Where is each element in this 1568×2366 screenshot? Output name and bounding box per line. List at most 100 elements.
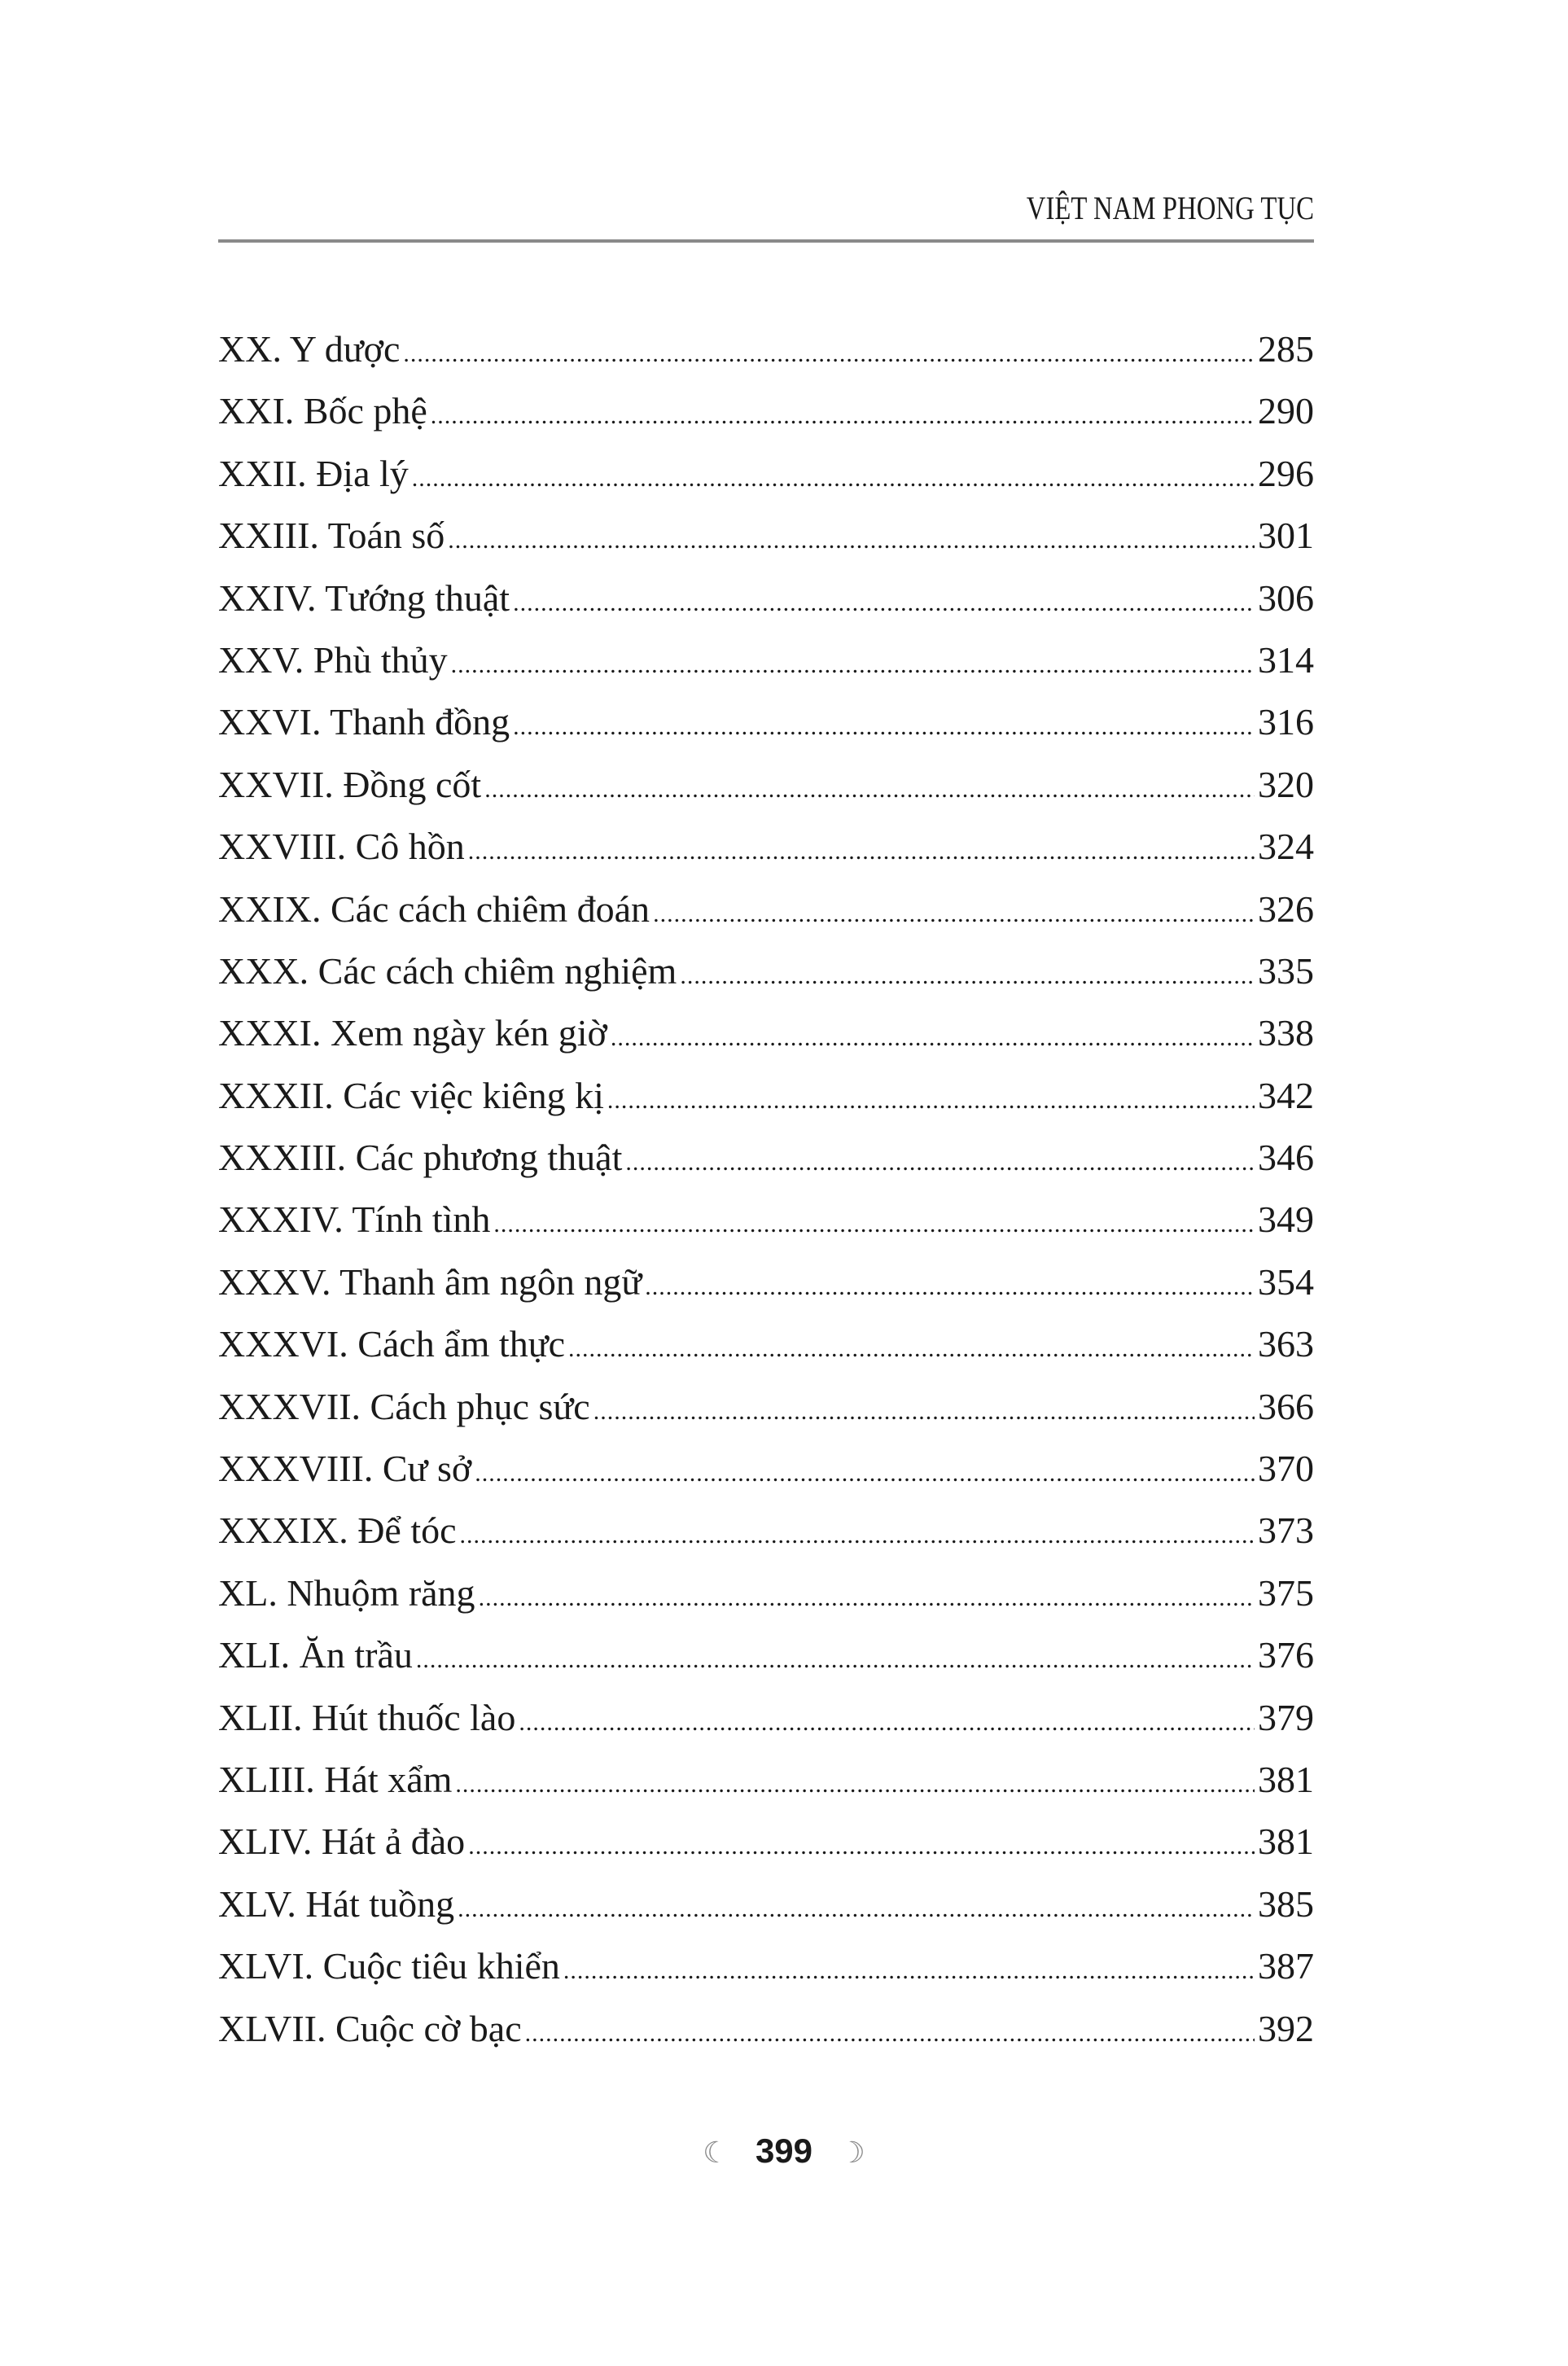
dot-leader (607, 1087, 1255, 1115)
toc-entry: XXXVIII. Cư sở 370 (218, 1447, 1314, 1509)
toc-entry-title: XX. Y dược (218, 328, 401, 370)
dot-leader (513, 589, 1255, 617)
toc-entry-title: XXXV. Thanh âm ngôn ngữ (218, 1260, 642, 1303)
toc-entry: XXXIII. Các phương thuật 346 (218, 1136, 1314, 1198)
toc-entry-page: 320 (1258, 763, 1314, 805)
toc-entry-title: XXXIII. Các phương thuật (218, 1137, 623, 1179)
toc-entry-title: XXII. Địa lý (218, 452, 409, 494)
toc-entry-title: XXIV. Tướng thuật (218, 576, 510, 619)
toc-entry-page: 381 (1258, 1821, 1314, 1863)
toc-entry-title: XXVI. Thanh đồng (218, 701, 510, 743)
toc-entry-page: 349 (1258, 1198, 1314, 1241)
dot-leader (680, 962, 1255, 990)
toc-entry-page: 306 (1258, 576, 1314, 619)
toc-entry: XXII. Địa lý 296 (218, 452, 1314, 514)
dot-leader (479, 1584, 1255, 1612)
dot-leader (468, 1833, 1255, 1860)
page-number: 399 (755, 2132, 813, 2170)
toc-entry-page: 301 (1258, 515, 1314, 557)
dot-leader (625, 1149, 1255, 1176)
toc-entry-page: 354 (1258, 1260, 1314, 1303)
toc-entry-page: 385 (1258, 1882, 1314, 1925)
toc-entry-page: 379 (1258, 1696, 1314, 1738)
toc-entry-page: 338 (1258, 1012, 1314, 1054)
dot-leader (525, 2020, 1255, 2048)
toc-entry-title: XXXIX. Để tóc (218, 1509, 457, 1552)
toc-entry: XXXV. Thanh âm ngôn ngữ 354 (218, 1260, 1314, 1322)
header-rule (218, 239, 1314, 243)
toc-entry: XXXVII. Cách phục sức 366 (218, 1385, 1314, 1447)
toc-entry-page: 296 (1258, 452, 1314, 494)
toc-entry: XXX. Các cách chiêm nghiệm 335 (218, 949, 1314, 1011)
toc-entry-title: XLV. Hát tuồng (218, 1882, 455, 1925)
dot-leader (475, 1460, 1255, 1488)
toc-entry-title: XXXVII. Cách phục sức (218, 1385, 590, 1427)
toc-entry-title: XXX. Các cách chiêm nghiệm (218, 949, 677, 992)
toc-entry: XXXIX. Để tóc 373 (218, 1509, 1314, 1571)
toc-entry-title: XLI. Ăn trầu (218, 1634, 413, 1676)
toc-entry: XXXI. Xem ngày kén giờ 338 (218, 1011, 1314, 1073)
dot-leader (431, 402, 1255, 430)
toc-entry-page: 366 (1258, 1385, 1314, 1427)
toc-entry-title: XLII. Hút thuốc lào (218, 1696, 516, 1738)
toc-entry: XLV. Hát tuồng 385 (218, 1882, 1314, 1944)
dot-leader (484, 776, 1255, 804)
toc-entry-page: 387 (1258, 1945, 1314, 1987)
toc-entry: XXI. Bốc phệ 290 (218, 389, 1314, 451)
toc-entry-title: XXXIV. Tính tình (218, 1198, 491, 1241)
dot-leader (645, 1273, 1255, 1301)
toc-entry: XXIV. Tướng thuật 306 (218, 576, 1314, 638)
dot-leader (563, 1957, 1255, 1985)
toc-entry-title: XXV. Phù thủy (218, 638, 448, 681)
dot-leader (460, 1522, 1255, 1549)
toc-entry: XXXIV. Tính tình 349 (218, 1198, 1314, 1260)
dot-leader (403, 340, 1255, 368)
toc-entry-title: XXIII. Toán số (218, 515, 445, 557)
toc-entry: XXIII. Toán số 301 (218, 514, 1314, 576)
toc-entry: XLVII. Cuộc cờ bạc 392 (218, 2007, 1314, 2069)
dot-leader (513, 713, 1255, 741)
dot-leader (448, 527, 1255, 554)
toc-entry-title: XXVII. Đồng cốt (218, 763, 482, 805)
toc-entry-page: 342 (1258, 1074, 1314, 1116)
toc-entry-title: XLIV. Hát ả đào (218, 1821, 466, 1863)
dot-leader (493, 1211, 1255, 1238)
toc-entry-title: XLIII. Hát xẩm (218, 1758, 453, 1800)
toc-entry-title: XLVI. Cuộc tiêu khiển (218, 1945, 560, 1987)
toc-entry-title: XL. Nhuộm răng (218, 1571, 475, 1614)
toc-entry-page: 335 (1258, 949, 1314, 992)
dot-leader (519, 1709, 1255, 1737)
toc-entry-page: 381 (1258, 1758, 1314, 1800)
toc-entry-title: XXXII. Các việc kiêng kị (218, 1074, 604, 1116)
toc-entry: XLVI. Cuộc tiêu khiển 387 (218, 1944, 1314, 2006)
toc-entry-title: XXI. Bốc phệ (218, 390, 427, 432)
toc-entry-page: 326 (1258, 887, 1314, 930)
ornament-left-icon: ☾ (703, 2136, 729, 2169)
dot-leader (416, 1646, 1255, 1674)
toc-entry: XXV. Phù thủy 314 (218, 638, 1314, 700)
page-footer: ☾ 399 ☽ (0, 2132, 1568, 2171)
toc-entry: XXXII. Các việc kiêng kị 342 (218, 1074, 1314, 1136)
toc-entry: XX. Y dược 285 (218, 327, 1314, 389)
toc-entry-title: XXXVIII. Cư sở (218, 1448, 472, 1490)
toc-entry: XXVII. Đồng cốt 320 (218, 763, 1314, 825)
toc-entry: XLIII. Hát xẩm 381 (218, 1758, 1314, 1820)
running-header: VIỆT NAM PHONG TỤC (1026, 190, 1314, 226)
toc-entry-title: XXVIII. Cô hồn (218, 826, 465, 868)
toc-entry-title: XXIX. Các cách chiêm đoán (218, 887, 650, 930)
toc-entry-page: 316 (1258, 701, 1314, 743)
dot-leader (458, 1895, 1255, 1923)
ornament-right-icon: ☽ (839, 2136, 865, 2169)
toc-entry-page: 376 (1258, 1634, 1314, 1676)
toc-entry-page: 373 (1258, 1509, 1314, 1552)
toc-entry-title: XXXVI. Cách ẩm thực (218, 1323, 566, 1365)
toc-entry: XXIX. Các cách chiêm đoán 326 (218, 887, 1314, 949)
dot-leader (593, 1398, 1255, 1426)
dot-leader (568, 1335, 1255, 1363)
toc-entry: XLI. Ăn trầu 376 (218, 1633, 1314, 1695)
toc-entry-page: 375 (1258, 1571, 1314, 1614)
toc-entry-page: 285 (1258, 328, 1314, 370)
toc-entry: XXVI. Thanh đồng 316 (218, 700, 1314, 762)
dot-leader (468, 838, 1255, 865)
toc-entry: XLII. Hút thuốc lào 379 (218, 1696, 1314, 1758)
